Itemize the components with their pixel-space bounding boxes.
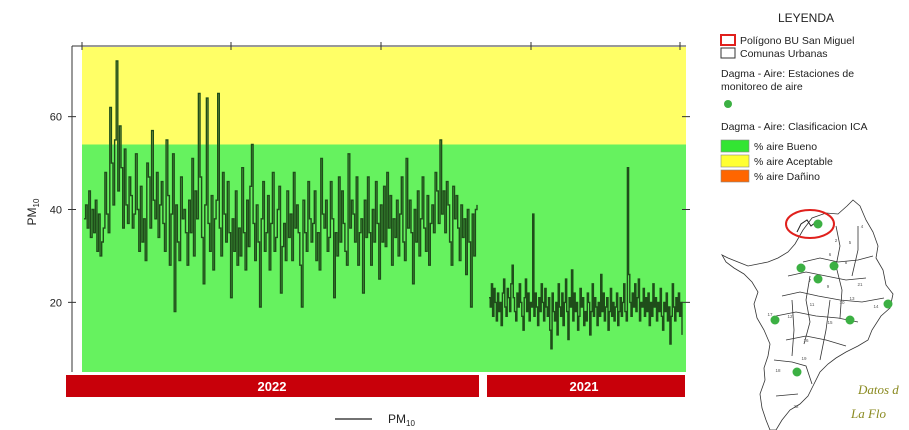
comuna-number: 4 — [861, 224, 864, 229]
polygon-swatch — [720, 34, 736, 46]
y-axis: 20 40 60 — [50, 112, 690, 309]
series-line-2022 — [84, 60, 478, 313]
x-legend-label: PM10 — [388, 412, 415, 428]
ica-swatch — [720, 139, 750, 153]
station-dot-icon — [724, 100, 732, 108]
comuna-number: 5 — [849, 240, 852, 245]
y-tick-label: 60 — [50, 112, 62, 124]
station-dot — [883, 299, 893, 309]
station-dot — [829, 261, 839, 271]
comuna-number: 11 — [810, 302, 815, 307]
comuna-number: 14 — [873, 304, 879, 309]
polygon-bu-highlight — [785, 209, 835, 239]
ica-bands — [82, 47, 686, 372]
comuna-number: 21 — [857, 282, 863, 287]
comuna-number: 17 — [767, 312, 773, 317]
comuna-number: 19 — [801, 356, 807, 361]
series-line-2021 — [489, 167, 683, 350]
comuna-number: 22 — [793, 404, 799, 409]
comuna-number: 12 — [787, 314, 793, 319]
ica-legend-items: % aire Bueno % aire Aceptable % aire Dañin… — [720, 139, 833, 183]
station-dot — [813, 219, 823, 229]
comuna-numbers: 2 4 5 6 7 8 9 10 11 12 13 14 15 16 17 18 19 21 22 — [767, 224, 879, 409]
station-dot — [796, 263, 806, 273]
y-tick-label: 20 — [50, 297, 62, 309]
station-dot — [845, 315, 855, 325]
station-dot — [770, 315, 780, 325]
ica-title: Dagma - Aire: Clasificacion ICA — [721, 121, 867, 133]
comunas-label: Comunas Urbanas — [740, 48, 828, 60]
series-pm10 — [84, 60, 683, 350]
y-tick-label: 40 — [50, 205, 62, 217]
comuna-number: 13 — [849, 296, 855, 301]
cali-map: 2 4 5 6 7 8 9 10 11 12 13 14 15 16 17 18 19 21 22 — [720, 199, 894, 430]
band-aceptable — [82, 47, 686, 145]
comuna-number: 10 — [839, 300, 845, 305]
station-dot — [792, 367, 802, 377]
map-legend: LEYENDA Polígono BU San Miguel Comunas U… — [720, 11, 867, 183]
comuna-number: 15 — [827, 320, 833, 325]
comuna-number: 7 — [809, 278, 812, 283]
source-note-line-2: La Flo — [850, 406, 887, 421]
stations-title-2: monitoreo de aire — [721, 81, 803, 93]
ica-label: % aire Dañino — [754, 171, 820, 183]
period-bar-2021 — [487, 375, 685, 397]
comuna-number: 16 — [803, 338, 809, 343]
ica-label: % aire Bueno — [754, 141, 817, 153]
comuna-number: 18 — [775, 368, 781, 373]
station-dots — [770, 219, 893, 377]
period-label-2021: 2021 — [570, 379, 599, 394]
pm10-chart: 20 40 60 PM10 2022 2021 PM10 — [25, 42, 690, 428]
period-bar-2022 — [66, 375, 479, 397]
ica-swatch — [720, 154, 750, 168]
station-dot — [813, 274, 823, 284]
ica-swatch — [720, 169, 750, 183]
polygon-label: Polígono BU San Miguel — [740, 35, 854, 47]
comunas-swatch — [720, 47, 736, 59]
ica-label: % aire Aceptable — [754, 156, 833, 168]
stations-title-1: Dagma - Aire: Estaciones de — [721, 68, 854, 80]
map-outline — [720, 199, 894, 430]
comuna-number: 2 — [835, 238, 838, 243]
legend-title: LEYENDA — [778, 11, 834, 25]
comuna-number: 6 — [829, 252, 832, 257]
comuna-number: 9 — [827, 284, 830, 289]
y-axis-label: PM10 — [25, 198, 41, 225]
comuna-number: 8 — [845, 260, 848, 265]
source-note-line-1: Datos d — [857, 382, 899, 397]
period-label-2022: 2022 — [258, 379, 287, 394]
